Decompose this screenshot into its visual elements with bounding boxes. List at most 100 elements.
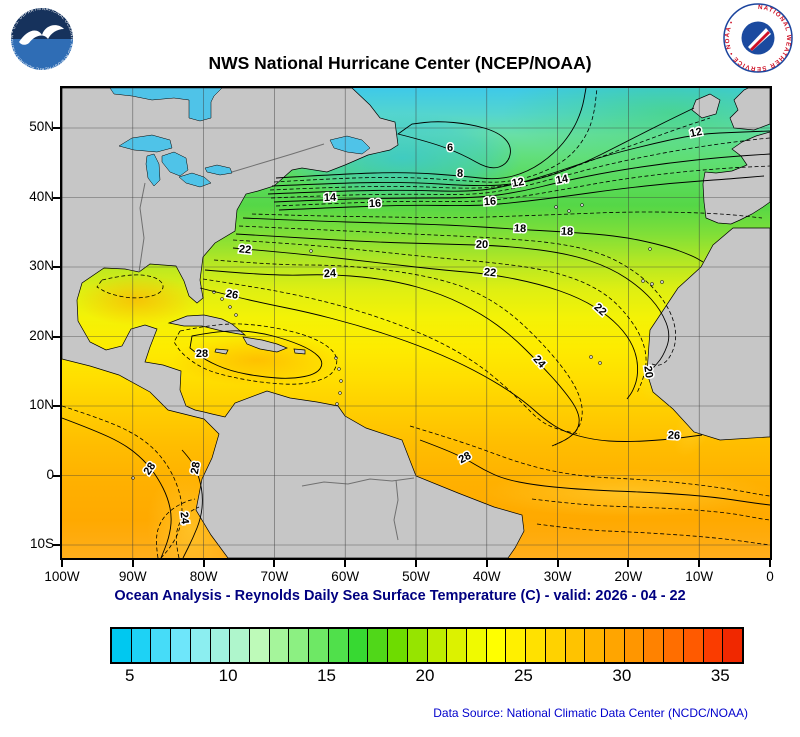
colorbar-cell: [585, 629, 605, 662]
isotherm-9: [273, 88, 598, 183]
lon-label: 30W: [543, 569, 572, 584]
contour-label: 6: [447, 142, 453, 154]
colorbar-cell: [368, 629, 389, 662]
lon-label: 40W: [472, 569, 501, 584]
data-source-note: Data Source: National Climatic Data Cent…: [433, 706, 748, 720]
isotherm-8: [275, 88, 587, 180]
colorbar-cell: [131, 629, 152, 662]
colorbar-cell: [644, 629, 665, 662]
colorbar-cell: [624, 629, 645, 662]
lon-label: 90W: [118, 569, 147, 584]
lake-ontario: [204, 164, 233, 176]
lat-label: 50N: [29, 119, 54, 134]
lon-label: 10W: [685, 569, 714, 584]
lat-label: 30N: [29, 258, 54, 273]
isotherm-27: [173, 323, 338, 385]
lon-tick: [485, 560, 488, 567]
hudson-bay: [109, 88, 223, 122]
lat-tick: [53, 127, 60, 129]
isotherm-28: [419, 439, 770, 506]
lat-tick: [53, 196, 60, 199]
map-caption: Ocean Analysis - Reynolds Daily Sea Surf…: [114, 588, 686, 604]
colorbar-cell: [723, 629, 742, 662]
contour-label: 26: [225, 288, 239, 302]
colorbar-cell: [427, 629, 448, 662]
tocantins-river: [393, 479, 399, 541]
colorbar-tick-label: 15: [317, 666, 337, 685]
lon-tick: [769, 560, 771, 567]
colorbar-cell: [407, 629, 428, 662]
colorbar-cell: [269, 629, 290, 662]
contour-label: 26: [667, 429, 680, 442]
lat-label: 0: [46, 466, 54, 482]
colorbar-cell: [545, 629, 566, 662]
colorbar-cell: [309, 629, 329, 662]
colorbar-tick-label: 5: [124, 666, 135, 685]
isotherm-23: [213, 259, 583, 446]
colorbar-cell: [348, 629, 369, 662]
colorbar-cell: [230, 629, 251, 662]
colorbar-cell: [506, 629, 527, 662]
isotherm-24: [175, 506, 200, 558]
isotherm-26: [536, 523, 770, 546]
colorbar-tick-label: 25: [513, 666, 533, 685]
lake-erie: [178, 172, 212, 188]
cuba-island: [167, 314, 247, 336]
map-frame: 6 8 12 12 14 14 16 16 18 18 20 20 22 22 22 24 24 24 26 26 28…: [60, 86, 772, 560]
page-title: NWS National Hurricane Center (NCEP/NOAA…: [208, 53, 592, 73]
isotherm-6: [396, 121, 511, 169]
isotherm-27: [409, 425, 770, 497]
isotherm-22: [232, 247, 639, 400]
americas-landmass: [62, 88, 525, 558]
isotherm-12: [267, 130, 770, 195]
lon-tick: [415, 560, 417, 567]
puerto-rico-island: [293, 348, 306, 355]
contour-label: 14: [555, 173, 570, 187]
isotherm-13: [270, 137, 770, 199]
contour-label: 28: [196, 348, 208, 360]
colorbar-cell: [328, 629, 349, 662]
land-layer: [62, 88, 770, 558]
isotherm-28: [181, 449, 203, 558]
isotherm-16: [278, 175, 765, 211]
contour-label: 16: [369, 198, 382, 210]
gulf-of-st-lawrence: [329, 135, 371, 155]
colorbar-cell: [526, 629, 546, 662]
lon-tick: [556, 560, 559, 567]
hispaniola-island: [242, 336, 288, 353]
contour-layer: [62, 88, 770, 558]
lat-tick: [53, 405, 60, 407]
colorbar-cell: [190, 629, 211, 662]
colorbar-cell: [250, 629, 270, 662]
colorbar-cell: [565, 629, 586, 662]
mississippi-river: [138, 182, 146, 273]
africa-landmass: [646, 227, 770, 441]
lon-tick: [627, 560, 630, 567]
lat-label: 10N: [29, 397, 54, 412]
st-lawrence-river: [231, 143, 325, 173]
isotherm-17: [251, 211, 763, 219]
contour-label: 22: [483, 266, 496, 279]
isotherm-24: [204, 269, 580, 447]
isotherm-25: [156, 498, 196, 558]
colorbar-cell: [447, 629, 467, 662]
contour-label: 28: [189, 461, 203, 475]
isotherm-28: [62, 417, 172, 558]
contour-label: 18: [561, 226, 574, 239]
lon-label: 0: [766, 569, 774, 584]
contour-label: 24: [177, 511, 190, 525]
isotherm-27: [531, 498, 770, 521]
colorbar-cell: [112, 629, 132, 662]
contour-label: 20: [476, 239, 489, 251]
lat-label: 20N: [29, 327, 54, 343]
lon-label: 50W: [402, 569, 430, 584]
contour-label: 22: [238, 243, 251, 256]
lon-tick: [273, 560, 276, 567]
isotherm-19: [238, 225, 677, 366]
isotherm-26: [199, 287, 703, 442]
isotherm-28: [189, 330, 323, 379]
isotherm-18: [242, 217, 704, 263]
lat-tick: [53, 335, 60, 338]
lon-label: 100W: [44, 569, 80, 584]
